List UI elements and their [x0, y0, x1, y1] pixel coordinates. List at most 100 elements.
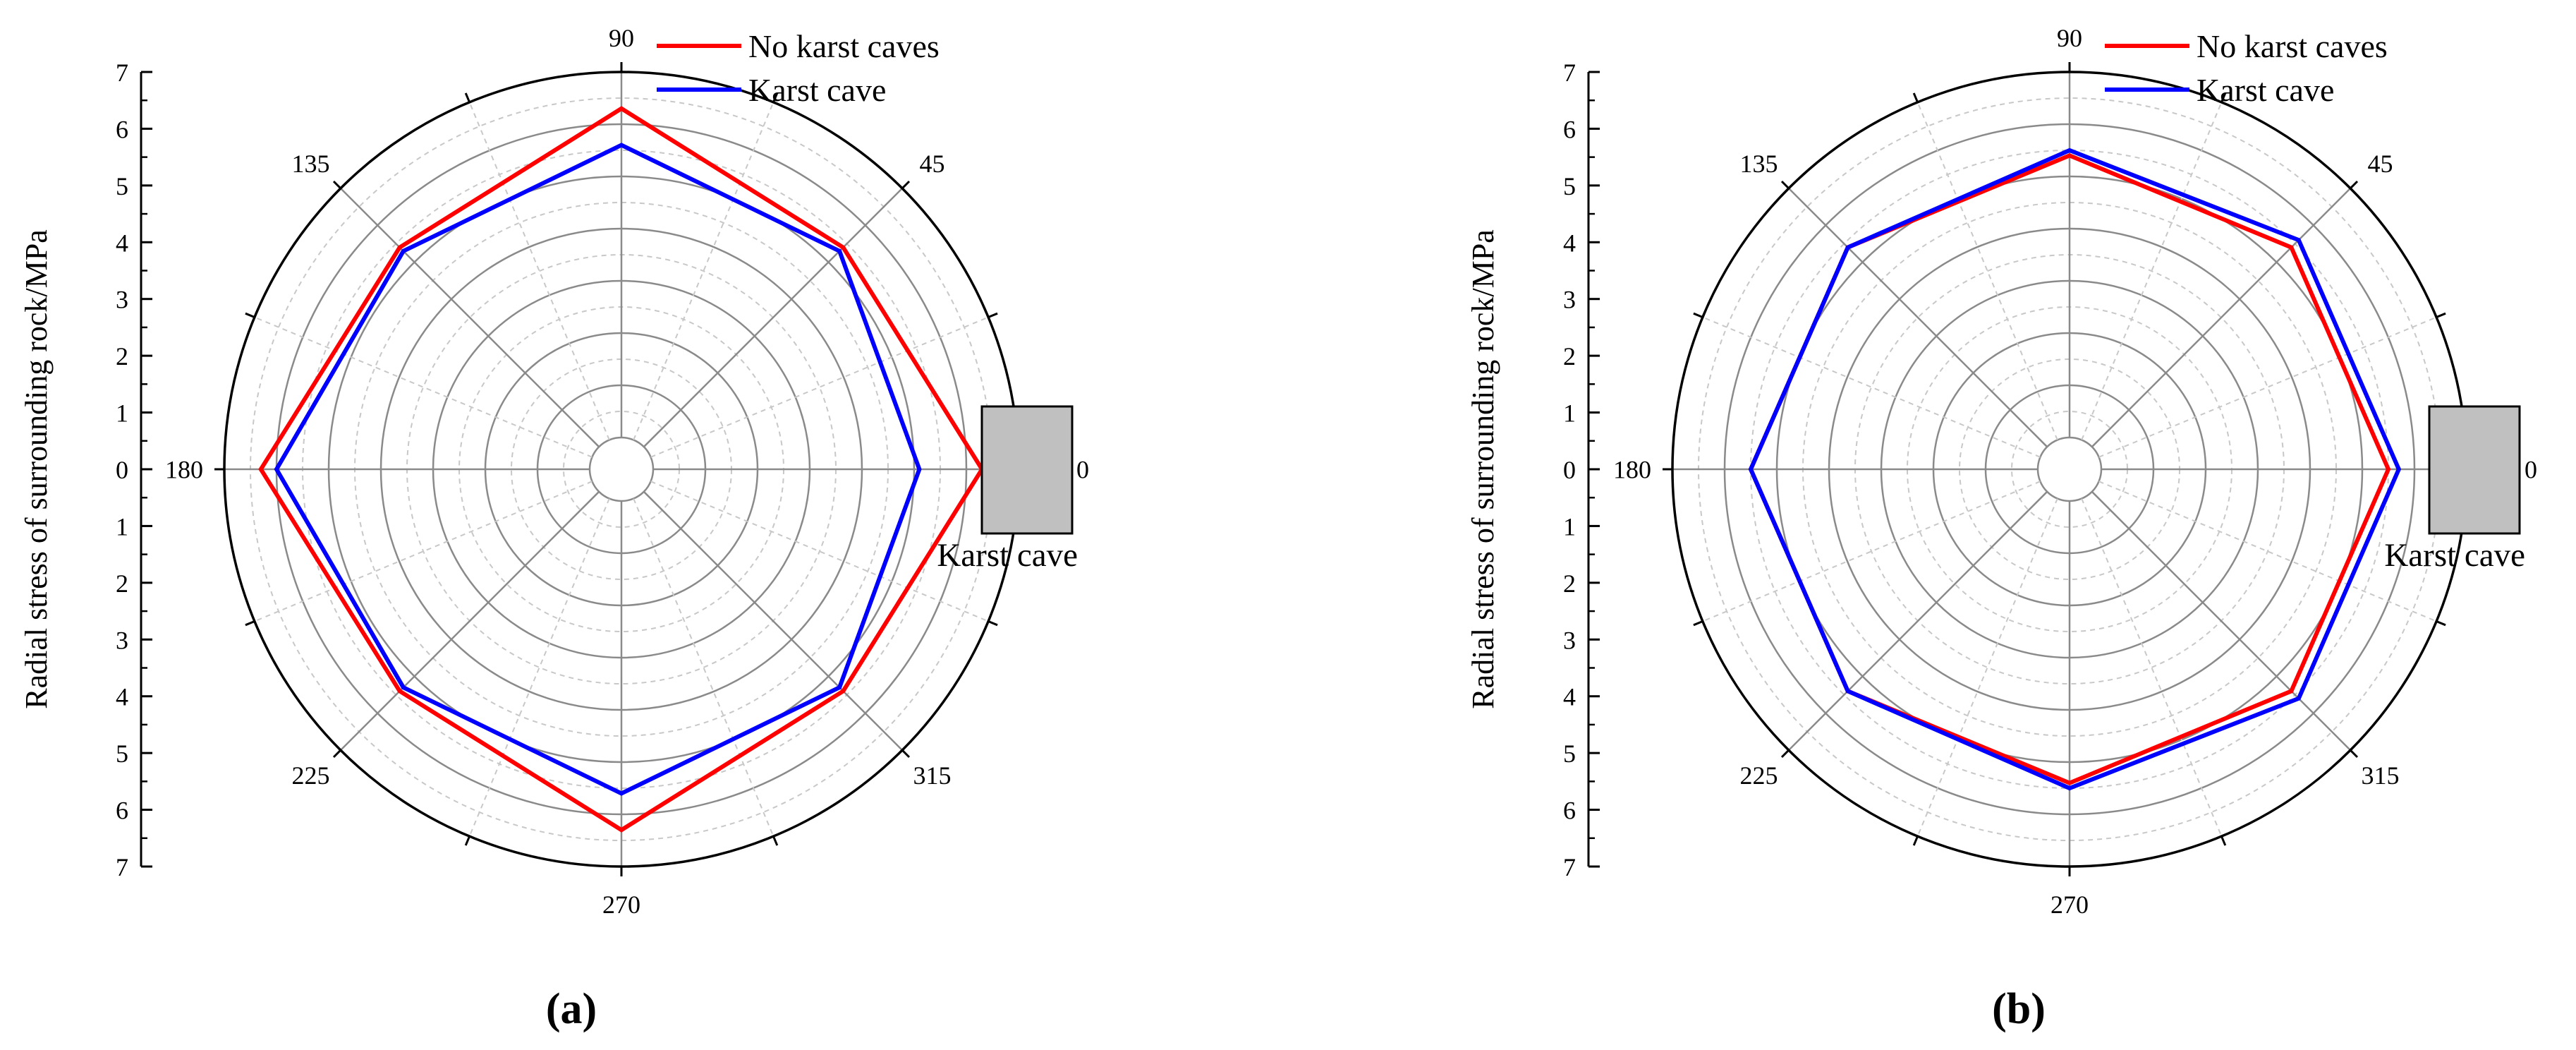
radial-axis-tick-label: 5 [116, 172, 128, 200]
angular-tick [901, 749, 911, 759]
angular-tick [464, 92, 470, 103]
minor-spoke [254, 481, 593, 622]
angular-tick [988, 620, 998, 627]
minor-spoke [633, 102, 774, 440]
radial-axis-tick-label: 3 [1563, 626, 1576, 654]
angular-tick-label: 45 [2368, 150, 2393, 178]
karst-cave-marker [980, 405, 1074, 535]
radial-axis-tick-label: 2 [116, 342, 128, 370]
angular-tick-label: 270 [602, 891, 640, 919]
angular-tick-label: 180 [1613, 456, 1651, 484]
minor-spoke [2098, 481, 2437, 622]
radial-axis-tick-label: 4 [116, 229, 128, 257]
minor-spoke [468, 498, 610, 837]
angular-tick [2220, 835, 2227, 846]
radial-axis-tick-label: 3 [116, 626, 128, 654]
radial-axis-tick-label: 1 [1563, 399, 1576, 428]
radial-axis-tick-label: 3 [1563, 286, 1576, 314]
angular-tick [1780, 749, 1790, 759]
angular-tick [245, 312, 255, 318]
radial-axis-tick-label: 2 [116, 569, 128, 598]
radial-axis-tick-label: 7 [1563, 853, 1576, 881]
radial-axis-tick-label: 0 [1563, 456, 1576, 484]
angular-tick-label: 90 [609, 24, 634, 52]
angular-tick [1693, 620, 1703, 627]
minor-spoke [2081, 102, 2223, 440]
radial-axis-tick-label: 2 [1563, 342, 1576, 370]
radial-axis-tick-label: 1 [116, 512, 128, 541]
angular-tick-label: 270 [2051, 891, 2089, 919]
minor-spoke [633, 498, 774, 837]
major-grid-ring [588, 436, 655, 502]
angular-tick-label: 0 [1076, 456, 1089, 484]
angular-tick [772, 92, 779, 103]
angular-tick-label: 225 [1739, 761, 1778, 790]
angular-tick [332, 180, 341, 189]
legend-label: Karst cave [2197, 72, 2334, 108]
angular-tick [772, 835, 779, 846]
minor-spoke [254, 316, 593, 458]
radial-axis-tick-label: 1 [116, 399, 128, 428]
karst-cave-marker [2428, 405, 2521, 535]
legend-label: No karst caves [2197, 28, 2388, 64]
angular-tick [2350, 749, 2359, 759]
angular-tick [1912, 92, 1919, 103]
legend-label: No karst caves [748, 28, 940, 64]
angular-tick-label: 90 [2057, 24, 2082, 52]
minor-spoke [1916, 498, 2058, 837]
major-spoke [643, 188, 903, 448]
angular-tick [1693, 312, 1703, 318]
radial-axis-tick-label: 6 [1563, 115, 1576, 143]
radial-axis-tick-label: 4 [1563, 229, 1576, 257]
radial-axis-tick-label: 7 [116, 59, 128, 87]
angular-tick-label: 135 [1739, 150, 1778, 178]
angular-tick [2350, 180, 2359, 189]
major-grid-ring [2036, 436, 2103, 502]
angular-tick [245, 620, 255, 627]
major-spoke [1788, 188, 2048, 448]
angular-tick [464, 835, 470, 846]
radial-axis-tick-label: 3 [116, 286, 128, 314]
angular-tick [2436, 312, 2446, 318]
panel-label: (a) [546, 985, 597, 1033]
angular-tick [901, 180, 911, 189]
minor-spoke [2081, 498, 2223, 837]
y-axis-label: Radial stress of surrounding rock/MPa [19, 229, 54, 708]
angular-tick-label: 315 [2362, 761, 2400, 790]
radial-axis-tick-label: 4 [116, 683, 128, 711]
angular-tick-label: 135 [291, 150, 329, 178]
y-axis-label: Radial stress of surrounding rock/MPa [1466, 229, 1500, 708]
radial-axis-tick-label: 2 [1563, 569, 1576, 598]
radial-axis-tick-label: 7 [1563, 59, 1576, 87]
angular-tick [2220, 92, 2227, 103]
angular-tick-label: 225 [291, 761, 329, 790]
minor-spoke [1702, 481, 2041, 622]
minor-spoke [650, 316, 989, 458]
radial-axis-tick-label: 7 [116, 853, 128, 881]
radial-axis-tick-label: 4 [1563, 683, 1576, 711]
angular-tick [1912, 835, 1919, 846]
radial-axis-tick-label: 6 [1563, 797, 1576, 825]
radar-chart-a: 04590135180225270315765432101234567Radia… [19, 24, 1089, 1033]
major-spoke [1788, 490, 2048, 751]
major-spoke [2091, 490, 2351, 751]
angular-tick-label: 315 [913, 761, 952, 790]
angular-tick-label: 0 [2525, 456, 2537, 484]
radial-axis-tick-label: 5 [1563, 740, 1576, 768]
radial-axis-tick-label: 0 [116, 456, 128, 484]
major-spoke [340, 490, 600, 751]
radial-axis-tick-label: 5 [116, 740, 128, 768]
karst-cave-label: Karst cave [2384, 537, 2525, 574]
major-spoke [2091, 188, 2351, 448]
radial-axis-tick-label: 6 [116, 115, 128, 143]
angular-tick-label: 45 [920, 150, 945, 178]
angular-tick [988, 312, 998, 318]
angular-tick [332, 749, 341, 759]
radial-axis-tick-label: 6 [116, 797, 128, 825]
radial-axis-tick-label: 1 [1563, 512, 1576, 541]
panel-label: (b) [1992, 985, 2046, 1033]
minor-spoke [2098, 316, 2437, 458]
minor-spoke [468, 102, 610, 440]
radar-chart-b: 04590135180225270315765432101234567Radia… [1466, 24, 2537, 1033]
